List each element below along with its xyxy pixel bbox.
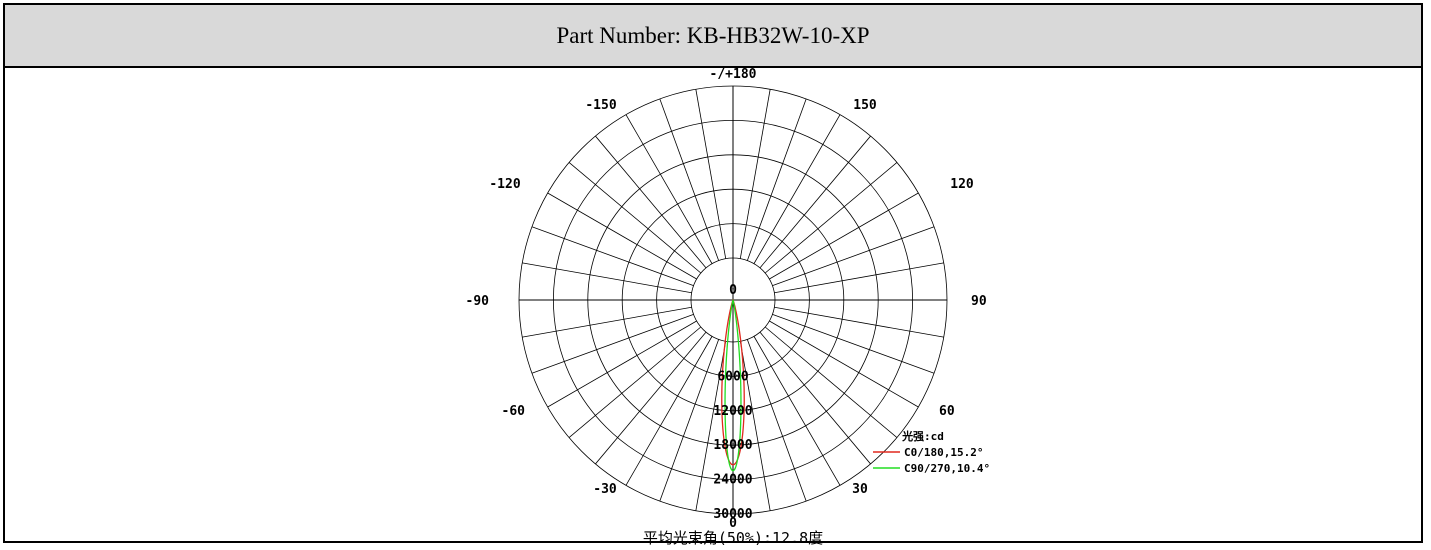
part-number-header: Part Number: KB-HB32W-10-XP [5, 5, 1421, 68]
grid-spoke [595, 135, 707, 269]
radial-tick-label: 18000 [713, 438, 752, 453]
grid-spoke [774, 262, 944, 294]
grid-spoke [568, 326, 702, 438]
radial-tick-label: 0 [729, 283, 737, 298]
angle-tick-label: -90 [466, 294, 490, 309]
grid-spoke [547, 192, 697, 280]
angle-tick-label: 30 [852, 482, 868, 497]
grid-spoke [764, 326, 898, 438]
series-curve-c90-270 [724, 299, 742, 472]
radial-tick-label: 12000 [713, 404, 752, 419]
angle-tick-label: -/+180 [710, 68, 757, 82]
beam-angle-caption: 平均光束角(50%):12.8度 [643, 529, 823, 545]
grid-spoke [522, 306, 692, 338]
angle-tick-label: -60 [502, 404, 526, 419]
polar-chart-area: -/+180 150 120 90 60 30 0 -30 -60 -90 -120 -150 0 600… [5, 67, 1421, 547]
grid-spoke [739, 89, 771, 259]
radial-tick-label: 6000 [717, 369, 748, 384]
polar-grid [518, 85, 948, 515]
grid-spoke [746, 98, 807, 261]
angle-tick-label: -120 [489, 177, 520, 192]
legend-entry-label: C0/180,15.2° [904, 446, 983, 459]
intensity-curves [721, 299, 745, 472]
grid-spoke [769, 192, 919, 280]
grid-spoke [522, 262, 692, 294]
grid-spoke [759, 135, 871, 269]
grid-spoke [531, 226, 694, 287]
grid-spoke [531, 313, 694, 374]
angle-tick-label: 0 [729, 516, 737, 531]
grid-spoke [769, 320, 919, 408]
grid-spoke [695, 89, 727, 259]
polar-intensity-chart: -/+180 150 120 90 60 30 0 -30 -60 -90 -120 -150 0 600… [466, 67, 991, 547]
angle-tick-label: 120 [950, 177, 974, 192]
grid-spoke [659, 339, 720, 502]
grid-spoke [547, 320, 697, 408]
angle-tick-label: 90 [971, 294, 987, 309]
grid-spoke [625, 336, 713, 486]
angle-tick-label: 60 [939, 404, 955, 419]
angle-tick-label: -150 [585, 98, 616, 113]
datasheet-panel: Part Number: KB-HB32W-10-XP -/+180 150 120… [3, 3, 1423, 547]
angle-tick-label: 150 [853, 98, 877, 113]
grid-spoke [764, 162, 898, 274]
chart-legend: 光强:cd C0/180,15.2° C90/270,10.4° [873, 429, 990, 475]
legend-entry-label: C90/270,10.4° [904, 462, 990, 475]
grid-spoke [568, 162, 702, 274]
grid-spoke [739, 341, 771, 511]
radial-tick-label: 30000 [713, 507, 752, 522]
grid-spoke [595, 331, 707, 465]
grid-spoke [753, 114, 841, 264]
grid-spoke [774, 306, 944, 338]
grid-spoke [695, 341, 727, 511]
legend-unit-label: 光强:cd [901, 429, 944, 443]
grid-spoke [753, 336, 841, 486]
grid-spoke [659, 98, 720, 261]
radial-tick-label: 24000 [713, 473, 752, 488]
part-number-label: Part Number: KB-HB32W-10-XP [556, 22, 870, 48]
grid-spoke [772, 226, 935, 287]
grid-spoke [746, 339, 807, 502]
grid-spoke [759, 331, 871, 465]
grid-spoke [625, 114, 713, 264]
grid-spoke [772, 313, 935, 374]
angle-tick-label: -30 [593, 482, 617, 497]
